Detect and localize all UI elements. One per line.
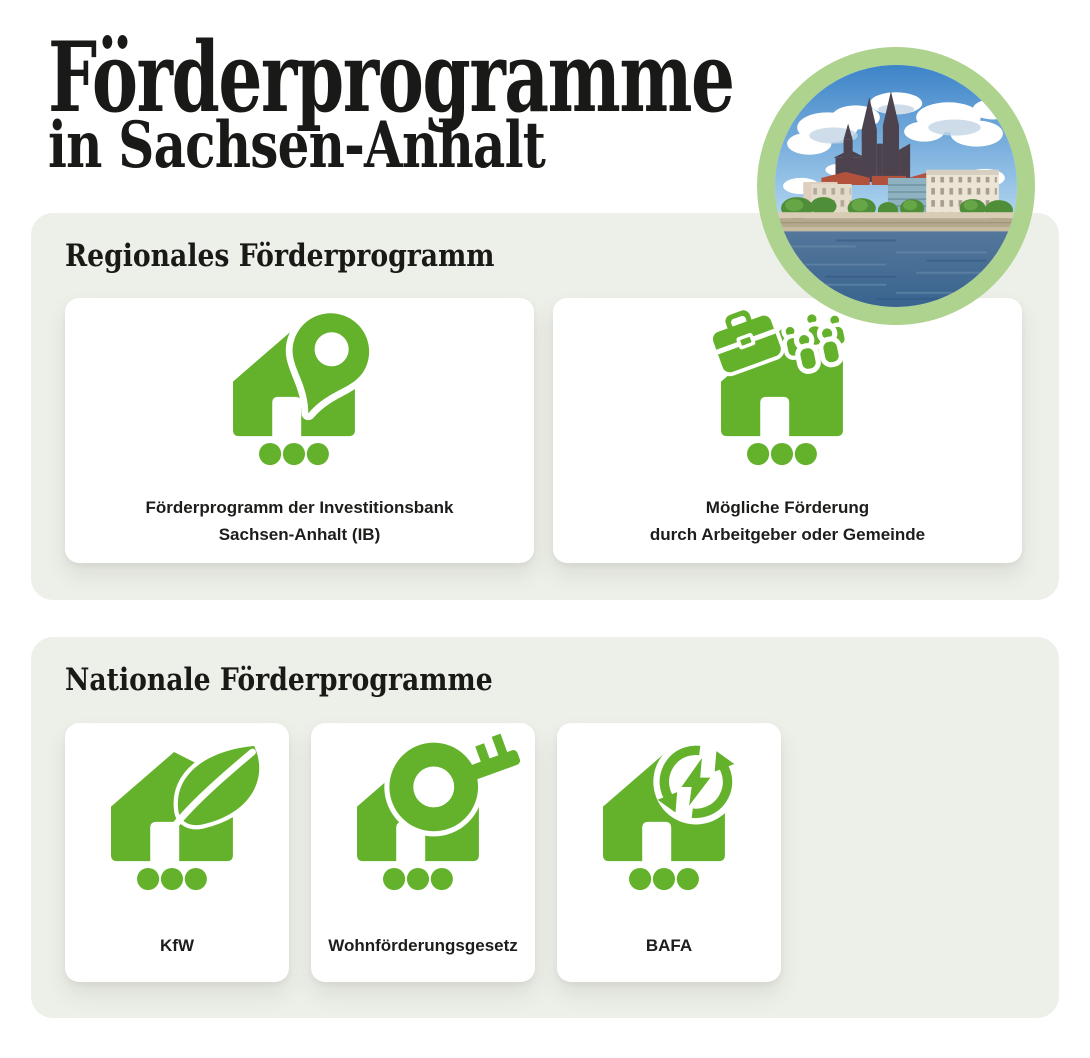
card-label: Wohnförderungsgesetz <box>328 932 518 960</box>
card-label-line1: Förderprogramm der Investitionsbank <box>145 497 454 517</box>
card-label: BAFA <box>646 932 692 960</box>
card-label-line1: KfW <box>160 936 194 956</box>
house-key-icon <box>356 729 524 891</box>
regional-cards-row: Förderprogramm der Investitionsbank Sach… <box>65 298 1022 563</box>
section-national: Nationale Förderprogramme KfW <box>31 637 1059 1018</box>
card-label-line1: Wohnförderungsgesetz <box>328 936 518 956</box>
section-regional: Regionales Förderprogramm Förderprogramm… <box>31 213 1059 600</box>
card-label: Förderprogramm der Investitionsbank Sach… <box>146 494 454 549</box>
national-cards-row: KfW <box>65 723 781 982</box>
card-bafa: BAFA <box>557 723 781 982</box>
house-energy-icon <box>602 739 739 891</box>
card-wohnfoerderungsgesetz: Wohnförderungsgesetz <box>311 723 535 982</box>
house-briefcase-people-icon <box>709 306 849 466</box>
house-location-pin-icon <box>233 306 376 466</box>
card-label-line2: Sachsen-Anhalt (IB) <box>218 525 381 545</box>
card-label-line2: durch Arbeitgeber oder Gemeinde <box>649 525 926 545</box>
card-kfw: KfW <box>65 723 289 982</box>
card-label-line1: Mögliche Förderung <box>705 497 870 517</box>
card-label: Mögliche Förderung durch Arbeitgeber ode… <box>650 494 925 549</box>
card-investitionsbank: Förderprogramm der Investitionsbank Sach… <box>65 298 534 563</box>
magdeburg-cityscape-illustration <box>775 65 1017 307</box>
page-subtitle: in Sachsen-Anhalt <box>48 108 546 183</box>
page-title: Förderprogramme <box>48 21 735 134</box>
magdeburg-cathedral-river-photo <box>757 47 1035 325</box>
card-label-line1: BAFA <box>645 936 693 956</box>
card-arbeitgeber-gemeinde: Mögliche Förderung durch Arbeitgeber ode… <box>553 298 1022 563</box>
house-leaf-icon <box>110 741 263 891</box>
section-regional-heading: Regionales Förderprogramm <box>65 238 495 274</box>
section-national-heading: Nationale Förderprogramme <box>65 662 493 698</box>
card-label: KfW <box>160 932 194 960</box>
